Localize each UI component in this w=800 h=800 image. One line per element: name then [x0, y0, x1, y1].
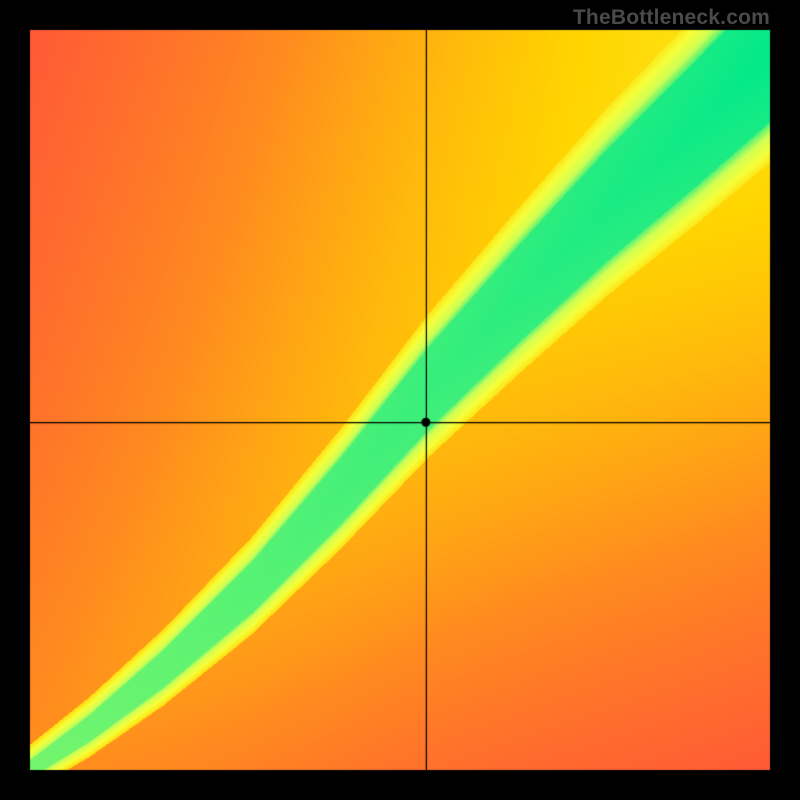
attribution-text: TheBottleneck.com [573, 6, 770, 30]
bottleneck-heatmap [0, 0, 800, 800]
chart-container: TheBottleneck.com [0, 0, 800, 800]
